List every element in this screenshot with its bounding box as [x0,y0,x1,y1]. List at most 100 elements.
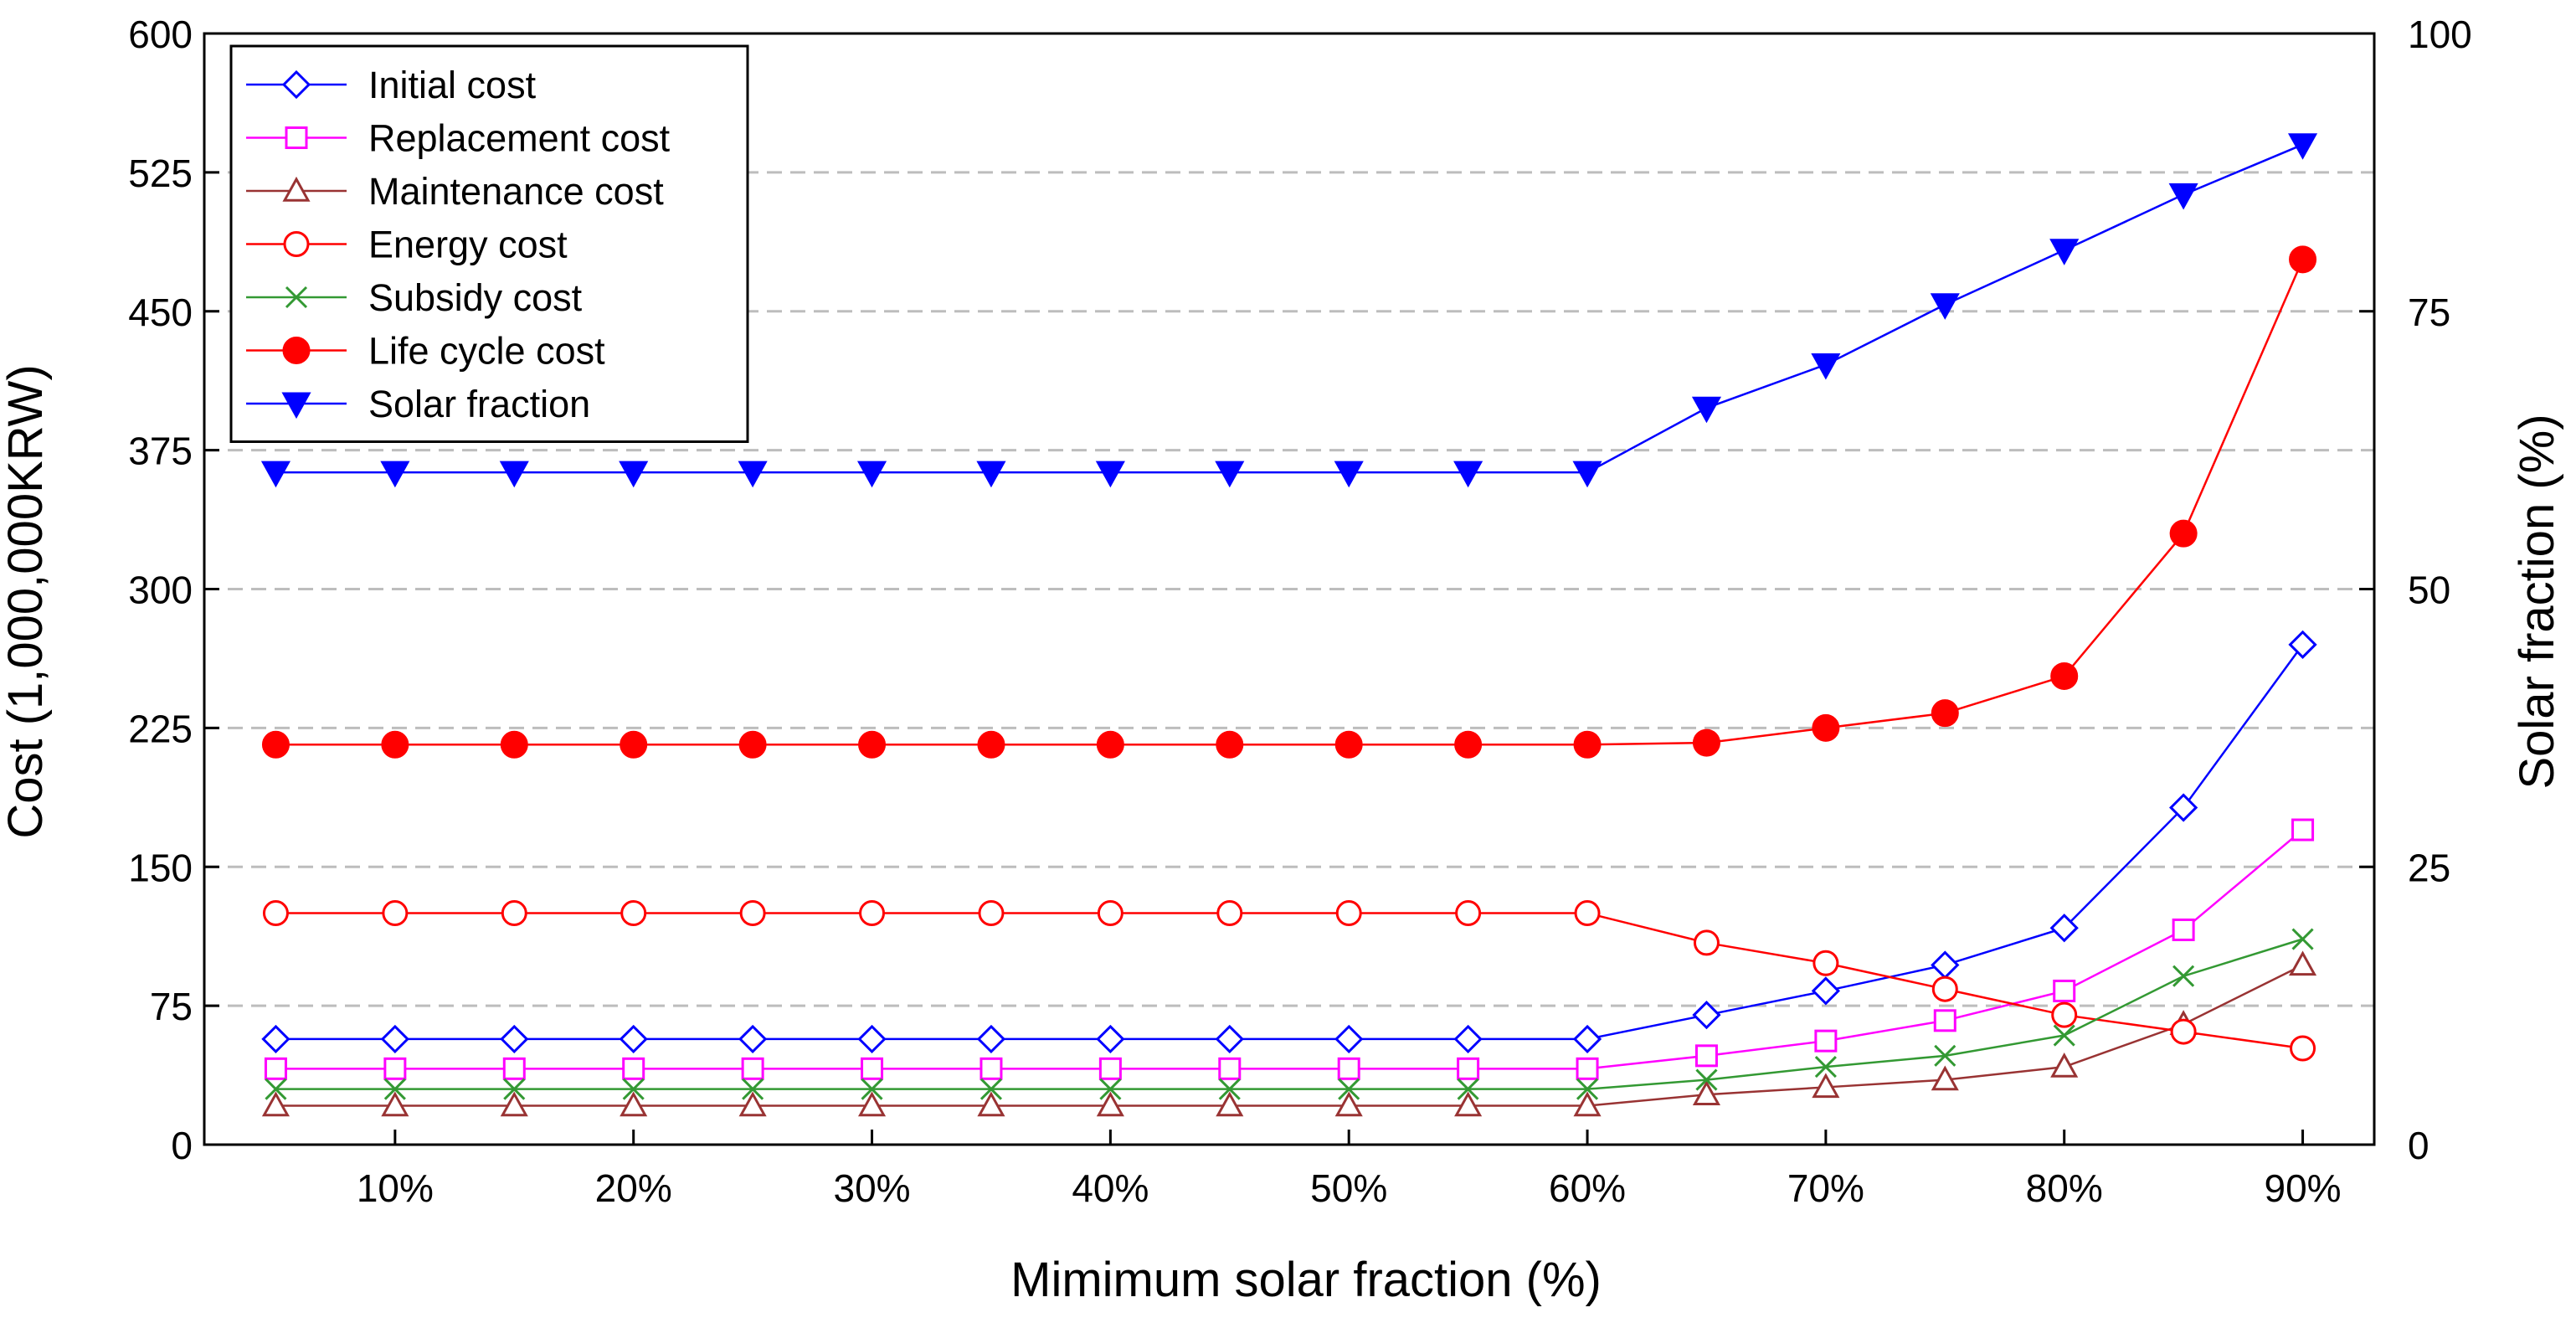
subsidy-cost-point [2291,928,2314,950]
life-cycle-cost-point [1334,730,1363,759]
legend-label: Replacement cost [368,117,671,160]
life-cycle-cost-point [2289,245,2317,274]
maintenance-cost-point [2050,1053,2079,1078]
subsidy-cost-point-stroke [979,1078,1003,1100]
solar-fraction-point [976,461,1006,488]
life-cycle-cost-point [1216,730,1244,759]
x-tick-label: 20% [595,1166,672,1210]
subsidy-cost-point-stroke [1338,1078,1360,1100]
maintenance-cost-point [1573,1091,1602,1117]
subsidy-cost-point-stroke [1576,1078,1599,1100]
initial-cost-point [2169,793,2198,822]
legend-item-energy-cost: Energy cost [246,224,568,266]
subsidy-cost-point [1099,1078,1122,1100]
life-cycle-cost-point [1692,728,1720,757]
energy-cost-point [1335,900,1362,927]
legend-item-initial-cost: Initial cost [246,64,537,106]
life-cycle-cost-line [275,259,2304,746]
energy-cost-point [1693,929,1720,956]
y2-tick-label: 0 [2408,1124,2429,1167]
x-tick-label: 90% [2265,1166,2342,1210]
replacement-cost-point [1694,1044,1718,1068]
y2-tick-label: 50 [2408,569,2450,612]
legend-label: Maintenance cost [368,170,664,213]
y-tick-label: 375 [128,430,193,473]
subsidy-cost-point-stroke [1695,1068,1718,1091]
maintenance-cost-point [1692,1080,1721,1105]
replacement-cost-point [1337,1057,1360,1080]
replacement-cost-point [2291,818,2315,842]
maintenance-cost-line [275,964,2304,1107]
x-tick-label: 80% [2026,1166,2103,1210]
initial-cost-point [857,1024,887,1054]
maintenance-cost-point [857,1091,887,1117]
legend-label: Solar fraction [368,383,590,425]
energy-cost-point [1216,900,1243,927]
series-energy-cost [262,900,2316,1062]
life-cycle-cost-point [1812,713,1840,742]
replacement-cost-point [2172,918,2195,941]
initial-cost-point [1453,1024,1483,1054]
energy-cost-point [620,900,647,927]
replacement-cost-point [502,1057,526,1080]
y-tick-label: 300 [128,569,193,612]
subsidy-cost-point [1338,1078,1360,1100]
subsidy-cost-point [979,1078,1003,1100]
subsidy-cost-point-stroke [1457,1078,1479,1100]
initial-cost-point [1931,950,1960,980]
energy-cost-point [382,900,409,927]
replacement-cost-point [979,1057,1003,1080]
y2-axis-label: Solar fraction (%) [2510,414,2564,789]
y-axis-label: Cost (1,000,000KRW) [0,364,53,838]
maintenance-cost-point [261,1091,290,1117]
legend-label: Subsidy cost [368,276,583,319]
energy-cost-point [1455,900,1482,927]
energy-cost-point [262,900,289,927]
axes-layer: 0 75 150 225 300 375 450 525 600 0 25 50 75 100 10% 20%… [128,13,2472,1210]
legend-marker-stroke [285,286,308,309]
replacement-cost-point [861,1057,884,1080]
solar-fraction-point [1691,396,1722,424]
solar-fraction-point [738,461,768,488]
subsidy-cost-point-stroke [503,1078,526,1100]
replacement-cost-point [1098,1057,1122,1080]
maintenance-cost-point [1812,1073,1840,1099]
solar-fraction-point [1095,461,1125,488]
energy-cost-point [2051,1001,2078,1028]
subsidy-cost-point-stroke [1099,1078,1122,1100]
maintenance-cost-point [620,1091,648,1117]
subsidy-cost-point-stroke [742,1078,764,1100]
maintenance-cost-point [1454,1091,1483,1117]
energy-cost-point [501,900,527,927]
subsidy-cost-point [1457,1078,1479,1100]
initial-cost-point [1811,976,1841,1006]
life-cycle-cost-point [1573,730,1602,759]
series-layer [260,133,2318,1117]
solar-fraction-point [1334,461,1364,488]
x-tick-label: 30% [833,1166,910,1210]
maintenance-cost-point [1931,1065,1959,1091]
replacement-cost-point [622,1057,645,1080]
subsidy-cost-point [1934,1044,1956,1067]
subsidy-cost-point [742,1078,764,1100]
life-cycle-cost-point [1096,730,1124,759]
solar-fraction-point [1215,461,1245,488]
subsidy-cost-point-stroke [2053,1024,2075,1047]
life-cycle-cost-point [381,730,409,759]
subsidy-cost-point-stroke [861,1078,883,1100]
life-cycle-cost-point [858,730,887,759]
life-cycle-cost-point [261,730,290,759]
legend: Initial cost Replacement cost Maintenance … [229,44,749,443]
y2-tick-label: 75 [2408,291,2450,334]
y-tick-label: 150 [128,846,193,889]
legend-label: Life cycle cost [368,330,605,373]
replacement-cost-point [1457,1057,1480,1080]
series-solar-fraction [260,133,2318,488]
initial-cost-point [619,1024,648,1054]
subsidy-cost-line [275,938,2303,1090]
series-life-cycle-cost [261,245,2317,759]
series-subsidy-cost [265,928,2314,1100]
replacement-cost-point [264,1057,287,1080]
legend-marker [281,392,311,420]
y-tick-label: 75 [150,985,193,1028]
